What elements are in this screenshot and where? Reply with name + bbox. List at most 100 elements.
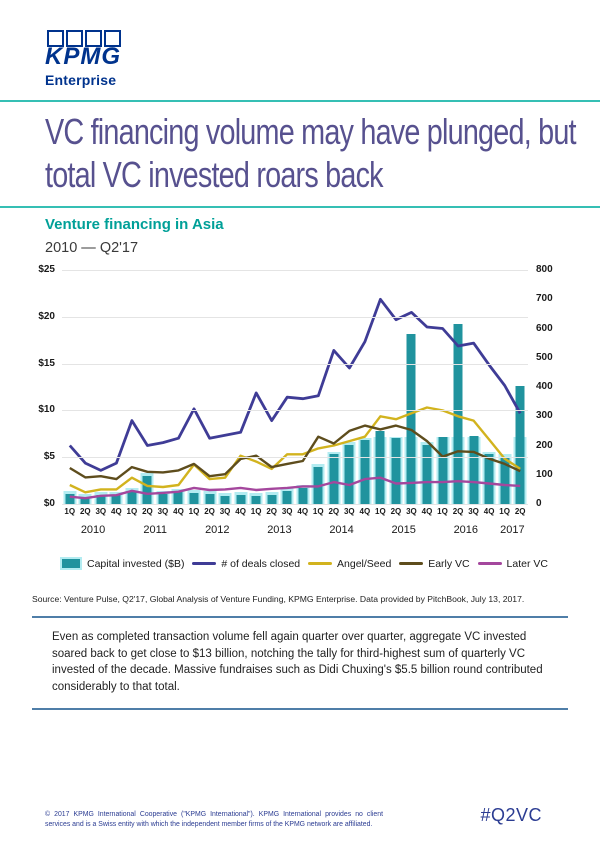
gridline [62,410,528,412]
bar-core [422,445,432,504]
bar [248,270,264,504]
quarter-tick: 2Q [514,507,526,516]
quarter-tick: 3Q [219,507,231,516]
bar-core [158,493,168,504]
bar [326,270,342,504]
line-series [68,297,522,500]
bar-core [65,493,75,504]
plot-area: $25 $20 $15 $10 $5 $0 800 700 600 500 400 300 200 100… [38,265,552,509]
kpmg-logo-squares-icon [47,30,121,47]
right-axis-label: 500 [536,351,553,363]
legend-item: Later VC [477,557,548,570]
bar-series [62,270,528,504]
right-axis-label: 400 [536,381,553,392]
quarter-tick: 4Q [111,507,122,516]
legend-item: Capital invested ($B) [60,557,184,570]
year-label: 2011 [143,524,168,536]
bar-core [189,492,199,504]
chart-title: Venture financing in Asia [45,216,224,233]
bar-core [96,494,106,504]
hashtag-label: #Q2VC [480,805,542,825]
line-later-vc [69,476,521,500]
year-label: 2010 [80,524,106,536]
x-axis-quarter-ticks: 1Q 2Q 3Q 4Q 1Q 2Q 3Q 4Q 1Q 2Q 3Q 4Q 1Q 2Q 3Q 4Q 1Q 2Q 3Q 4Q… [62,507,528,516]
right-axis-label: 0 [536,498,542,509]
quarter-tick: 4Q [359,507,371,516]
quarter-tick: 4Q [235,507,246,516]
bar-core [173,491,183,504]
callout-box: Even as completed transaction volume fel… [32,616,568,710]
copyright-text: © 2017 KPMG International Cooperative ("… [45,811,383,829]
legend-item: Early VC [399,557,470,570]
right-axis-label: 700 [536,293,553,305]
legend-label: Capital invested ($B) [87,557,185,570]
bar [295,270,311,504]
quarter-tick: 4Q [173,507,184,516]
quarter-tick: 1Q [312,507,324,516]
quarter-tick: 1Q [437,507,448,516]
gridline [62,316,528,318]
legend-swatch-bar [60,557,82,570]
bar-core [406,333,416,504]
quarter-tick: 2Q [204,507,215,516]
gridline [62,457,528,459]
bar [140,270,156,504]
bar [481,270,497,504]
bar [264,270,280,504]
bar [497,270,513,504]
bar [233,270,249,504]
chart-subtitle: 2010 — Q2'17 [45,240,139,256]
legend-swatch-line [477,561,502,566]
bar-core [251,495,261,504]
gridline [62,270,528,271]
quarter-tick: 2Q [328,507,340,516]
bar-core [127,490,137,504]
bar-core [375,431,385,504]
bar [202,270,218,504]
year-label: 2014 [329,524,354,536]
right-axis-label: 300 [536,410,553,422]
teal-divider-bottom [0,206,600,208]
legend-swatch-line [308,561,333,566]
quarter-tick: 1Q [126,507,138,516]
bar-core [344,445,354,504]
left-axis-label: $10 [38,404,55,416]
quarter-tick: 1Q [375,507,386,516]
quarter-tick: 4Q [297,507,309,516]
quarter-tick: 1Q [188,507,200,516]
gridline [62,504,528,505]
line-early-vc [69,424,521,481]
right-axis-label: 100 [536,468,553,480]
legend-label: # of deals closed [221,557,301,570]
chart: $25 $20 $15 $10 $5 $0 800 700 600 500 400 300 200 100… [38,265,562,550]
kpmg-logo: KPMG Enterprise [45,30,121,88]
teal-divider-top [0,100,600,102]
bar-core [220,495,230,504]
bar-core [360,440,370,504]
kpmg-logo-text: KPMG [45,43,121,70]
year-label: 2012 [205,524,230,536]
bar-core [298,488,308,504]
page-title: VC financing volume may have plunged, bu… [45,110,577,196]
year-label: 2016 [453,524,479,536]
quarter-tick: 3Q [343,507,355,516]
line-angel-seed [69,406,521,494]
bar-core [111,494,121,504]
bar [388,270,404,504]
quarter-tick: 2Q [452,507,464,516]
legend-item: Angel/Seed [308,558,391,570]
year-label: 2017 [500,524,525,536]
bar-core [453,324,463,504]
year-label: 2015 [391,524,416,536]
bar-core [515,386,525,504]
kpmg-enterprise-label: Enterprise [45,72,117,88]
quarter-tick: 1Q [250,507,262,516]
quarter-tick: 3Q [468,507,479,516]
quarter-tick: 1Q [499,507,510,516]
legend-label: Early VC [428,557,470,570]
bar-core [205,493,215,504]
legend-label: Later VC [506,557,548,570]
bar [186,270,202,504]
legend-swatch-line [192,561,217,566]
